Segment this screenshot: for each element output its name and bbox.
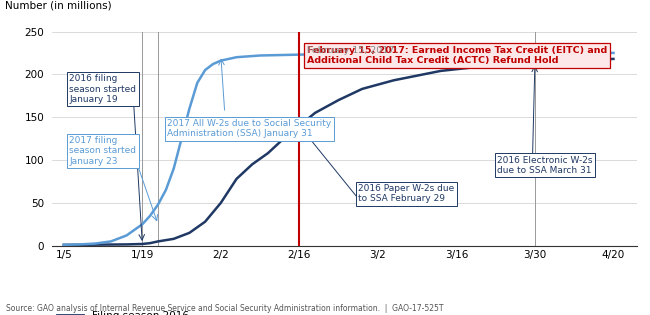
Text: 2017 filing
season started
January 23: 2017 filing season started January 23 — [70, 136, 136, 166]
Text: Source: GAO analysis of Internal Revenue Service and Social Security Administrat: Source: GAO analysis of Internal Revenue… — [6, 304, 444, 313]
Legend: Filing season 2016, Filing season 2017: Filing season 2016, Filing season 2017 — [57, 311, 188, 315]
Text: February 15, 2017:: February 15, 2017: — [307, 46, 400, 55]
Text: February 15, 2017: Earned Income Tax Credit (EITC) and
Additional Child Tax Cred: February 15, 2017: Earned Income Tax Cre… — [307, 46, 608, 66]
Text: 2017 All W-2s due to Social Security
Administration (SSA) January 31: 2017 All W-2s due to Social Security Adm… — [168, 119, 332, 138]
Text: Number (in millions): Number (in millions) — [5, 0, 112, 10]
Text: 2016 filing
season started
January 19: 2016 filing season started January 19 — [70, 74, 136, 104]
Text: 2016 Paper W-2s due
to SSA February 29: 2016 Paper W-2s due to SSA February 29 — [358, 184, 454, 203]
Text: 2016 Electronic W-2s
due to SSA March 31: 2016 Electronic W-2s due to SSA March 31 — [497, 156, 593, 175]
